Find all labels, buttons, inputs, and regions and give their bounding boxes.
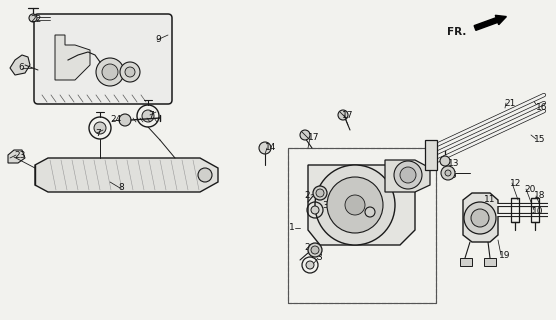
Text: 1: 1 (289, 223, 295, 233)
Circle shape (308, 243, 322, 257)
Polygon shape (308, 165, 415, 245)
Text: 17: 17 (342, 110, 354, 119)
Circle shape (400, 167, 416, 183)
Text: 18: 18 (534, 191, 545, 201)
Polygon shape (35, 158, 218, 192)
Text: 2: 2 (304, 243, 310, 252)
FancyBboxPatch shape (34, 14, 172, 104)
Polygon shape (55, 35, 90, 80)
Circle shape (365, 207, 375, 217)
Text: 19: 19 (499, 251, 510, 260)
Text: 3: 3 (316, 253, 322, 262)
Text: 24: 24 (110, 116, 121, 124)
Text: 2: 2 (304, 190, 310, 199)
Text: 13: 13 (448, 158, 459, 167)
Circle shape (29, 14, 37, 22)
Bar (425, 140, 437, 170)
Circle shape (125, 67, 135, 77)
Bar (511, 198, 519, 222)
Circle shape (315, 165, 395, 245)
Text: 22: 22 (30, 15, 41, 25)
Circle shape (338, 110, 348, 120)
Text: 7: 7 (148, 110, 154, 119)
Circle shape (441, 166, 455, 180)
Polygon shape (385, 160, 430, 192)
Circle shape (394, 161, 422, 189)
Circle shape (94, 122, 106, 134)
Circle shape (306, 261, 314, 269)
Circle shape (313, 186, 327, 200)
Circle shape (300, 130, 310, 140)
Circle shape (120, 62, 140, 82)
Text: 9: 9 (155, 36, 161, 44)
Polygon shape (10, 55, 30, 75)
Text: 5: 5 (450, 172, 456, 180)
Circle shape (440, 156, 450, 166)
Circle shape (316, 189, 324, 197)
Circle shape (142, 110, 154, 122)
Bar (288, 148, 436, 303)
Text: 8: 8 (118, 183, 124, 193)
Circle shape (327, 177, 383, 233)
Circle shape (198, 168, 212, 182)
Polygon shape (463, 193, 498, 242)
Text: 7: 7 (95, 129, 101, 138)
Circle shape (345, 195, 365, 215)
Text: 17: 17 (308, 133, 320, 142)
Polygon shape (8, 150, 25, 163)
Text: 15: 15 (534, 134, 545, 143)
Circle shape (311, 206, 319, 214)
Text: 6: 6 (18, 63, 24, 73)
Text: 11: 11 (484, 196, 495, 204)
Text: 21: 21 (504, 99, 515, 108)
Bar (484, 258, 496, 266)
FancyArrow shape (474, 15, 507, 30)
Circle shape (119, 114, 131, 126)
Text: 20: 20 (524, 185, 535, 194)
Circle shape (259, 142, 271, 154)
Bar (460, 258, 472, 266)
Bar (288, 148, 436, 303)
Circle shape (445, 170, 451, 176)
Text: 23: 23 (14, 150, 26, 159)
Circle shape (96, 58, 124, 86)
Text: 3: 3 (322, 201, 327, 210)
Text: 14: 14 (265, 143, 276, 153)
Circle shape (471, 209, 489, 227)
Circle shape (464, 202, 496, 234)
Text: FR.: FR. (446, 27, 466, 37)
Text: 12: 12 (510, 179, 522, 188)
Circle shape (102, 64, 118, 80)
Text: 16: 16 (536, 102, 548, 111)
Bar (531, 198, 539, 222)
Circle shape (311, 246, 319, 254)
Text: 10: 10 (532, 207, 544, 217)
Text: 4: 4 (365, 196, 371, 204)
